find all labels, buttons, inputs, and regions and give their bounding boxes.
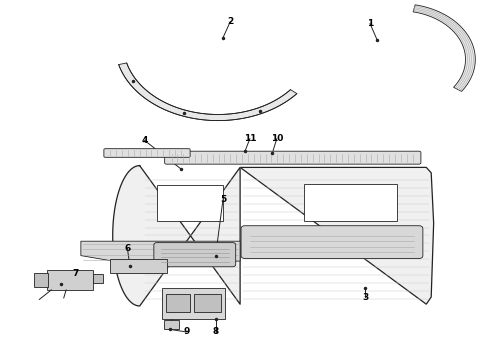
FancyBboxPatch shape: [165, 151, 421, 164]
Polygon shape: [113, 166, 240, 306]
Bar: [93, 274, 103, 283]
Bar: [166, 294, 190, 312]
Bar: [164, 320, 179, 329]
Bar: [194, 294, 220, 312]
Text: 6: 6: [124, 244, 130, 253]
Polygon shape: [81, 241, 240, 265]
Polygon shape: [240, 167, 434, 304]
Polygon shape: [119, 63, 297, 121]
Text: 3: 3: [362, 292, 368, 302]
Text: 9: 9: [183, 328, 190, 336]
Bar: [47, 270, 93, 290]
Bar: [157, 185, 223, 221]
Bar: [34, 273, 48, 287]
FancyBboxPatch shape: [104, 149, 190, 157]
Polygon shape: [413, 5, 475, 91]
FancyBboxPatch shape: [154, 243, 236, 267]
Bar: [162, 288, 225, 319]
Text: 7: 7: [73, 269, 79, 278]
Text: 1: 1: [367, 19, 373, 28]
Text: 5: 5: [220, 195, 226, 204]
Text: 11: 11: [244, 134, 256, 143]
Text: 2: 2: [227, 17, 233, 26]
FancyBboxPatch shape: [241, 226, 423, 258]
Text: 4: 4: [141, 136, 148, 145]
Bar: [110, 259, 167, 273]
Bar: [304, 184, 397, 221]
Text: 10: 10: [270, 134, 283, 143]
Text: 8: 8: [213, 328, 219, 336]
